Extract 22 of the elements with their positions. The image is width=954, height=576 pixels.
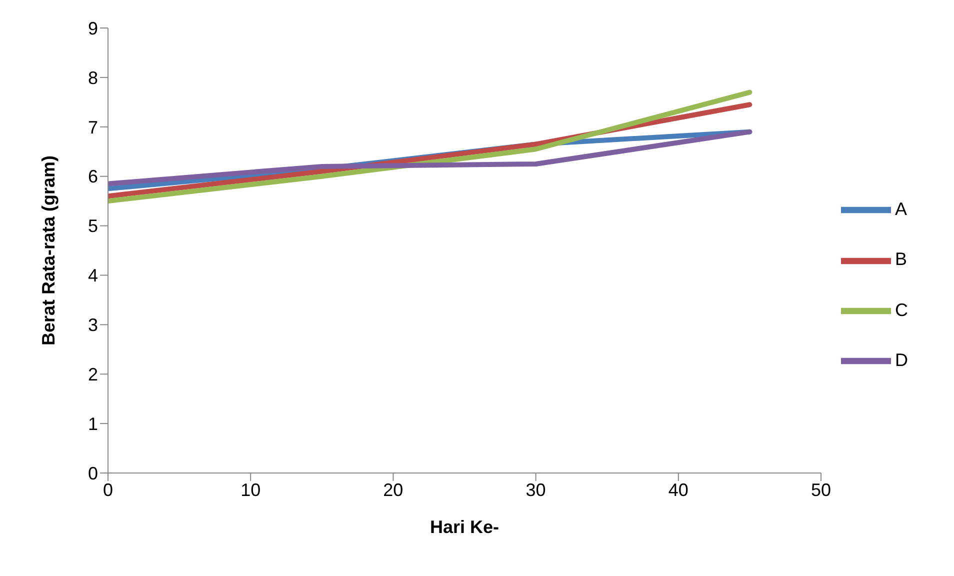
legend-label: A [895, 199, 908, 219]
x-tick-label: 50 [810, 480, 832, 500]
y-axis-title: Berat Rata-rata (gram) [38, 155, 58, 346]
x-axis-title: Hari Ke- [430, 517, 500, 537]
x-tick-label: 20 [383, 480, 404, 500]
y-tick-label: 5 [88, 216, 98, 236]
x-tick-label: 30 [526, 480, 546, 500]
y-tick-label: 6 [88, 166, 98, 187]
y-tick-label: 7 [88, 117, 98, 138]
x-tick-label: 0 [102, 480, 114, 500]
y-tick-label: 3 [88, 315, 98, 336]
x-tick-label: 40 [668, 480, 688, 500]
y-tick-label: 8 [88, 68, 98, 88]
legend-label: C [895, 300, 908, 320]
legend-label: B [895, 249, 908, 270]
y-tick-label: 1 [88, 414, 98, 434]
y-tick-label: 9 [88, 18, 98, 38]
legend-label: D [895, 350, 908, 370]
y-tick-label: 0 [88, 463, 98, 484]
x-tick-label: 10 [240, 480, 261, 500]
y-tick-label: 4 [88, 266, 98, 286]
y-tick-label: 2 [88, 364, 98, 384]
